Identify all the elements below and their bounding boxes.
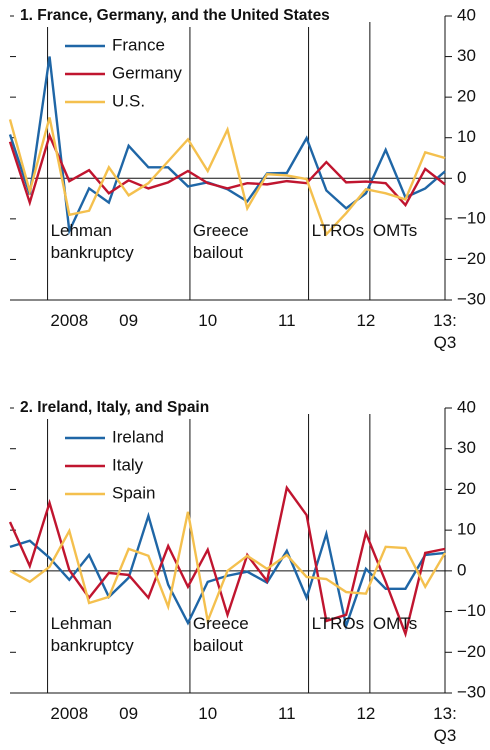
y-tick-label: 20 — [457, 87, 476, 106]
chart-title: 2. Ireland, Italy, and Spain — [20, 399, 209, 416]
chart-title: 1. France, Germany, and the United State… — [20, 7, 330, 24]
y-tick-label: 40 — [457, 397, 476, 416]
x-tick-label: 10 — [198, 311, 218, 330]
x-tick-label: 13: Q3 — [433, 311, 457, 352]
x-tick-label: 11 — [277, 704, 296, 723]
event-label: Lehman bankruptcy — [50, 613, 134, 655]
x-tick-label: 10 — [198, 704, 218, 723]
y-tick-label: 40 — [457, 5, 476, 24]
event-label: OMTs — [372, 613, 418, 633]
x-tick-label: 2008 — [50, 311, 89, 330]
y-tick-label: −20 — [457, 642, 486, 661]
y-tick-label: 10 — [457, 520, 476, 539]
y-tick-label: 10 — [457, 127, 476, 146]
series-line — [9, 511, 447, 626]
y-tick-label: −30 — [457, 289, 486, 308]
legend-label: Ireland — [112, 427, 164, 446]
y-tick-label: 0 — [457, 168, 466, 187]
legend-label: France — [112, 35, 165, 54]
y-tick-label: −10 — [457, 208, 486, 227]
title-bg — [14, 397, 214, 419]
x-tick-label: 12 — [356, 704, 376, 723]
series-line — [8, 117, 446, 237]
legend-label: U.S. — [112, 91, 145, 110]
event-label: LTROs — [311, 613, 365, 633]
x-tick-label: 2008 — [50, 704, 89, 723]
y-tick-label: 20 — [457, 479, 476, 498]
y-tick-label: 0 — [457, 560, 466, 579]
y-tick-label: 30 — [457, 438, 476, 457]
x-tick-label: 11 — [277, 311, 296, 330]
event-label: Lehman bankruptcy — [50, 221, 134, 263]
y-tick-label: −30 — [457, 682, 486, 701]
x-tick-label: 09 — [119, 311, 139, 330]
y-tick-label: 30 — [457, 46, 476, 65]
event-label: LTROs — [311, 221, 365, 241]
event-label: Greece bailout — [192, 613, 249, 655]
title-bg — [14, 5, 334, 27]
legend-label: Spain — [112, 483, 155, 502]
series-line — [8, 56, 446, 236]
legend-label: Germany — [112, 63, 182, 82]
legend-label: Italy — [112, 455, 144, 474]
series-line — [8, 132, 446, 208]
y-tick-label: −20 — [457, 249, 486, 268]
event-label: OMTs — [372, 221, 418, 241]
y-tick-label: −10 — [457, 601, 486, 620]
x-tick-label: 12 — [356, 311, 376, 330]
event-label: Greece bailout — [192, 221, 249, 263]
series-line — [8, 484, 446, 639]
x-tick-label: 13: Q3 — [433, 704, 457, 745]
x-tick-label: 09 — [119, 704, 139, 723]
